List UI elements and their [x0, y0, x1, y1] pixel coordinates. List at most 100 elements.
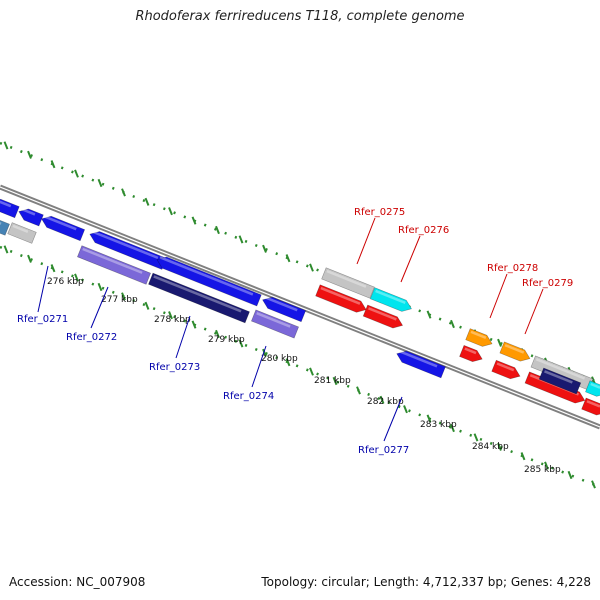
gene-feature — [148, 272, 250, 324]
gene-highlight — [256, 312, 291, 328]
gene-highlight — [464, 347, 477, 355]
inner-tick-mark — [215, 329, 220, 339]
gene-arrow — [396, 350, 446, 379]
gene-highlight — [44, 215, 77, 231]
gene-feature — [0, 198, 20, 219]
gene-arrow — [465, 328, 493, 347]
gene-label-leader — [489, 273, 508, 319]
gene-feature — [321, 267, 375, 299]
outer-tick-mark — [97, 178, 103, 188]
gene-label-leader — [383, 396, 403, 442]
outer-tick-mark — [285, 254, 291, 263]
scale-tick-label: 285 kbp — [524, 465, 561, 475]
inner-tick-mark — [3, 245, 9, 254]
gene-feature — [396, 350, 446, 379]
outer-tick-mark — [50, 160, 56, 169]
inner-tick-mark — [27, 254, 32, 263]
gene-name-label: Rfer_0278 — [487, 263, 538, 274]
inner-tick-mark — [144, 301, 150, 310]
gene-arrow — [77, 245, 151, 285]
gene-name-label: Rfer_0276 — [398, 225, 449, 236]
gene-arrow — [7, 222, 37, 244]
gene-name-label: Rfer_0271 — [17, 314, 68, 325]
outer-tick-mark — [74, 169, 79, 178]
gene-name-label: Rfer_0277 — [358, 445, 409, 456]
gene-arrow — [251, 309, 299, 339]
gene-name-label: Rfer_0272 — [66, 332, 117, 343]
gene-feature — [499, 341, 531, 362]
gene-feature — [369, 287, 412, 312]
gene-highlight — [320, 286, 361, 305]
gene-feature — [465, 328, 493, 347]
gene-name-label: Rfer_0275 — [354, 207, 405, 218]
outer-tick-mark — [450, 319, 455, 329]
outer-tick-mark — [191, 216, 197, 225]
gene-highlight — [12, 224, 29, 233]
scale-tick-label: 282 kbp — [367, 397, 404, 407]
gene-arrow — [315, 284, 367, 313]
outer-tick-mark — [27, 150, 32, 159]
gene-highlight — [470, 330, 487, 339]
gene-highlight — [586, 400, 600, 408]
gene-feature — [7, 222, 37, 244]
gene-highlight — [368, 307, 397, 321]
gene-highlight — [326, 269, 367, 288]
gene-arrow — [0, 198, 20, 219]
inner-tick-mark — [74, 273, 79, 282]
gene-highlight — [153, 275, 242, 313]
inner-tick-mark — [332, 376, 338, 386]
outer-tick-mark — [121, 188, 126, 197]
accession-text: Accession: NC_007908 — [9, 575, 146, 589]
gene-arrow — [321, 267, 375, 299]
gene-highlight — [504, 343, 525, 354]
gene-name-label: Rfer_0274 — [223, 391, 274, 402]
inner-tick-mark — [473, 433, 479, 442]
gene-highlight — [496, 362, 515, 372]
gene-highlight — [92, 230, 159, 260]
inner-tick-mark — [168, 311, 173, 320]
scale-tick-label: 278 kbp — [154, 315, 191, 325]
inner-tick-mark — [97, 282, 103, 292]
inner-tick-mark — [121, 292, 126, 301]
gene-arrow — [581, 397, 600, 416]
gene-arrow — [585, 380, 600, 397]
scale-tick-label: 276 kbp — [47, 277, 84, 287]
gene-feature — [315, 284, 367, 313]
gene-label-leader — [251, 345, 267, 388]
inner-tick-mark — [426, 414, 432, 423]
gene-feature — [459, 344, 483, 363]
inner-tick-mark — [262, 348, 267, 357]
gene-label-leader — [524, 288, 544, 335]
inner-tick-mark — [497, 442, 502, 451]
gene-label-leader — [37, 265, 49, 313]
outer-tick-mark — [238, 235, 244, 244]
inner-tick-mark — [50, 264, 56, 273]
outer-tick-mark — [168, 207, 173, 216]
inner-tick-mark — [403, 405, 408, 414]
inner-tick-mark — [285, 358, 291, 367]
outer-tick-mark — [426, 310, 432, 319]
scale-tick-label: 283 kbp — [420, 420, 457, 430]
gene-name-label: Rfer_0279 — [522, 278, 573, 289]
gene-arrow — [262, 296, 307, 323]
gene-feature — [18, 208, 44, 227]
gene-feature — [156, 256, 262, 307]
inner-tick-mark — [520, 452, 526, 461]
gene-feature — [41, 215, 86, 242]
inner-tick-mark — [567, 470, 573, 480]
inner-tick-mark — [356, 386, 361, 395]
gene-feature — [585, 380, 600, 397]
inner-tick-mark — [450, 423, 455, 433]
gene-arrow — [156, 256, 262, 307]
gene-highlight — [265, 296, 298, 312]
outer-tick-mark — [215, 225, 220, 235]
gene-name-label: Rfer_0273 — [149, 362, 200, 373]
gene-feature — [491, 359, 521, 380]
inner-tick-mark — [591, 480, 596, 489]
inner-tick-mark — [379, 395, 385, 404]
gene-arrow — [491, 359, 521, 380]
gene-label-leader — [400, 235, 421, 283]
gene-arrow — [538, 367, 582, 395]
gene-feature — [0, 216, 10, 236]
